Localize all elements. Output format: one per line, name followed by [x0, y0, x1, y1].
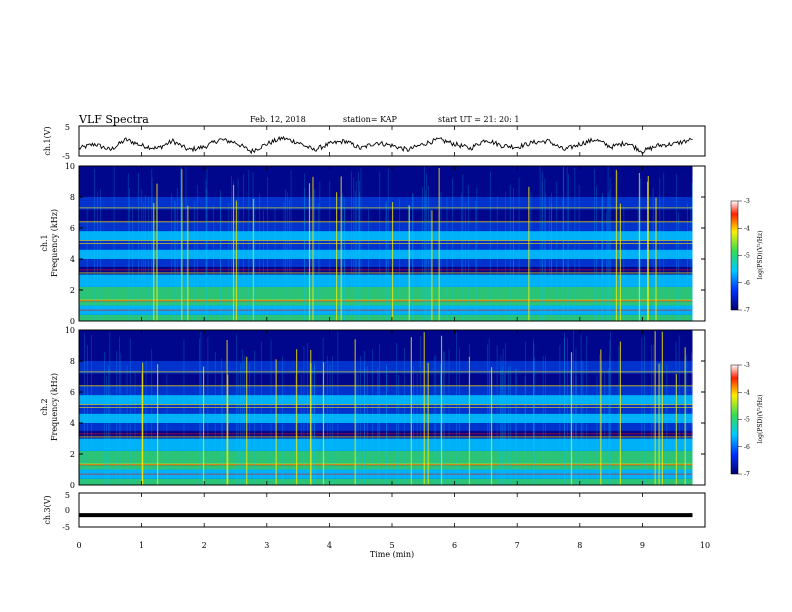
- ch3-ytick-mid: 0: [65, 506, 70, 515]
- spectrogram-band: [79, 478, 693, 485]
- spectrogram-band: [79, 395, 693, 405]
- colorbar-tick-label: -7: [744, 307, 750, 314]
- ch1-frequency-ticks: 0 2 4 6 8 10: [65, 162, 705, 326]
- spectrogram-band: [79, 385, 693, 396]
- colorbar-tick-label: -6: [744, 444, 750, 451]
- ch1-spectrogram-ylabel-1: ch.1: [40, 234, 49, 251]
- spectrogram-band: [79, 259, 693, 267]
- time-tick-label: 8: [577, 541, 582, 550]
- spectrogram-band: [79, 361, 693, 374]
- ch2-spectrogram-panel: 0 2 4 6 8 10 ch.2 Frequency (kHz): [40, 326, 706, 490]
- time-tick-label: 5: [389, 541, 394, 550]
- colorbar-tick-label: -4: [744, 389, 750, 396]
- colorbar-tick-label: -7: [744, 471, 750, 478]
- ch1-colorbar-label: log(PSD)(V²/Hz): [757, 231, 764, 280]
- ch1-colorbar-ticks: -3 -4 -5 -6 -7: [738, 198, 750, 314]
- frequency-tick-label: 10: [65, 162, 75, 171]
- ch1-colorbar: -3 -4 -5 -6 -7 log(PSD)(V²/Hz): [730, 198, 764, 314]
- colorbar-tick-label: -5: [744, 417, 750, 424]
- ch1-plot-frame: [78, 125, 706, 157]
- ch1-colorbar-gradient: [730, 200, 739, 311]
- frequency-tick-label: 8: [70, 193, 75, 202]
- ch1-spectrogram-panel: 0 2 4 6 8 10 ch.1 Frequency (kHz): [40, 162, 706, 326]
- spectrogram-band: [79, 413, 693, 423]
- figure-title: VLF Spectra: [78, 113, 149, 126]
- spectrogram-band: [79, 249, 693, 259]
- time-tick-label: 6: [452, 541, 457, 550]
- ch1-waveform-panel: 5 -5 ch.1(V): [43, 123, 706, 161]
- time-axis-label: Time (min): [370, 550, 414, 559]
- time-axis-ticks: 0 1 2 3 4 5 6 7 8 9 10: [76, 126, 710, 550]
- ch2-spectrogram-ylabel-2: Frequency (kHz): [50, 373, 59, 441]
- ch1-spectrogram-ylabel-2: Frequency (kHz): [50, 209, 59, 277]
- frequency-tick-label: 8: [70, 357, 75, 366]
- ch1-signal-trace: [78, 135, 693, 155]
- start-ut-label: start UT = 21: 20: 1: [438, 115, 519, 124]
- spectrogram-band: [79, 240, 693, 250]
- time-tick-label: 9: [640, 541, 645, 550]
- ch1-ytick-top: 5: [65, 123, 70, 132]
- frequency-tick-label: 10: [65, 326, 75, 335]
- spectrogram-band: [79, 274, 693, 287]
- spectrogram-band: [79, 221, 693, 232]
- colorbar-tick-label: -5: [744, 253, 750, 260]
- spectrogram-band: [79, 373, 693, 386]
- ch2-colorbar-ticks: -3 -4 -5 -6 -7: [738, 362, 750, 478]
- frequency-tick-label: 4: [70, 255, 75, 264]
- ch2-colorbar-label: log(PSD)(V²/Hz): [757, 395, 764, 444]
- spectrogram-band: [79, 197, 693, 210]
- frequency-tick-label: 2: [70, 286, 75, 295]
- frequency-tick-label: 4: [70, 419, 75, 428]
- spectrogram-band: [79, 166, 693, 197]
- spectrogram-band: [79, 209, 693, 222]
- colorbar-tick-label: -3: [744, 362, 750, 369]
- time-tick-label: 3: [264, 541, 269, 550]
- spectrogram-band: [79, 231, 693, 241]
- spectrogram-band: [79, 423, 693, 431]
- spectrogram-band: [79, 314, 693, 321]
- ch3-ytick-bottom: -5: [62, 523, 70, 532]
- ch1-ytick-bottom: -5: [62, 152, 70, 161]
- time-tick-label: 2: [202, 541, 207, 550]
- ch3-waveform-panel: 5 0 -5 ch.3(V): [43, 491, 706, 532]
- time-tick-label: 1: [139, 541, 144, 550]
- date-label: Feb. 12, 2018: [250, 115, 306, 124]
- colorbar-tick-label: -6: [744, 280, 750, 287]
- frequency-tick-label: 6: [70, 388, 75, 397]
- ch2-spectrogram-ylabel-1: ch.2: [40, 398, 49, 415]
- ch2-frequency-ticks: 0 2 4 6 8 10: [65, 326, 705, 490]
- time-tick-label: 7: [515, 541, 520, 550]
- time-tick-label: 10: [700, 541, 710, 550]
- spectrogram-band: [79, 404, 693, 414]
- frequency-tick-label: 2: [70, 450, 75, 459]
- ch3-ylabel: ch.3(V): [43, 495, 52, 524]
- frequency-tick-label: 6: [70, 224, 75, 233]
- ch2-colorbar-gradient: [730, 364, 739, 475]
- colorbar-tick-label: -4: [744, 225, 750, 232]
- colorbar-tick-label: -3: [744, 198, 750, 205]
- frequency-tick-label: 0: [70, 317, 75, 326]
- time-tick-label: 4: [327, 541, 332, 550]
- spectrogram-band: [79, 330, 693, 361]
- spectrogram-band: [79, 438, 693, 451]
- ch3-plot-frame: [78, 492, 706, 528]
- ch1-spectrogram-image: [79, 166, 705, 321]
- station-label: station= KAP: [343, 115, 398, 124]
- ch2-spectrogram-image: [79, 330, 705, 485]
- time-tick-label: 0: [76, 541, 81, 550]
- frequency-tick-label: 0: [70, 481, 75, 490]
- ch3-ytick-top: 5: [65, 491, 70, 500]
- ch1-ylabel: ch.1(V): [43, 126, 52, 155]
- spectrogram-band: [79, 266, 693, 275]
- ch2-colorbar: -3 -4 -5 -6 -7 log(PSD)(V²/Hz): [730, 362, 764, 478]
- spectrogram-band: [79, 430, 693, 439]
